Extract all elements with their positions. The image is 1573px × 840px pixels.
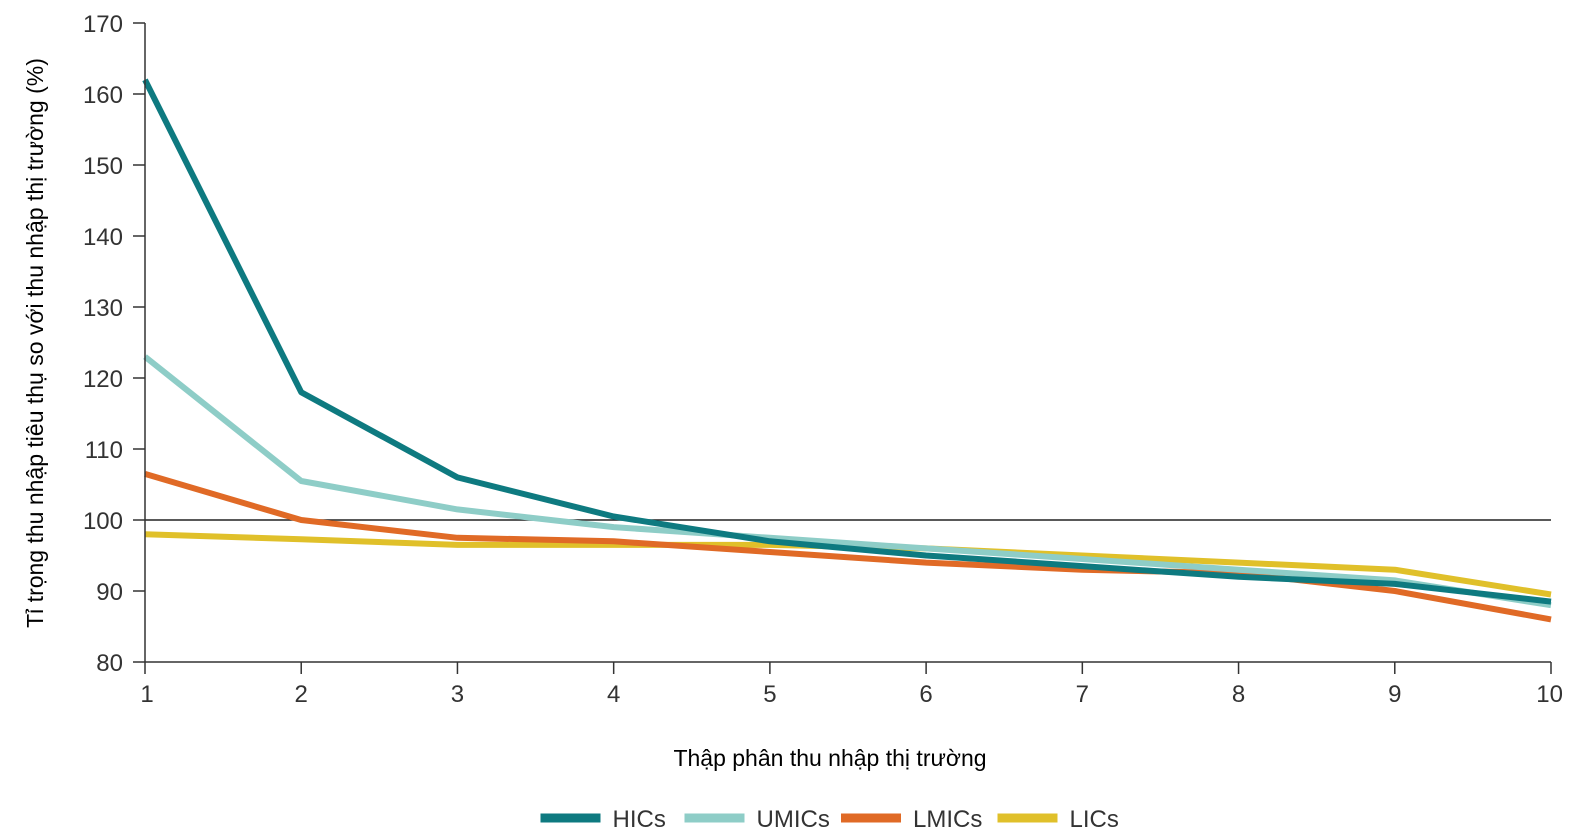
- y-tick-label: 110: [85, 437, 123, 464]
- series-line-hics: [142, 78, 1552, 605]
- legend-label-hics: HICs: [613, 806, 666, 833]
- x-tick-label: 2: [295, 681, 308, 708]
- legend-label-umics: UMICs: [757, 806, 830, 833]
- x-tick-label: 4: [607, 681, 620, 708]
- x-tick-label: 10: [1536, 681, 1563, 708]
- legend-item-hics: HICs: [540, 806, 666, 833]
- legend-item-lics: LICs: [997, 806, 1119, 833]
- y-tick-label: 80: [96, 650, 123, 677]
- y-tick-label: 130: [83, 295, 123, 322]
- axes-layer: 80 90 100 110 120 130 140 150 160 170 1 2 3 4 5 6 7 8 9 10: [83, 11, 1563, 708]
- legend-label-lmics: LMICs: [913, 806, 982, 833]
- y-tick-label: 90: [96, 579, 123, 606]
- y-axis-title: Tỉ trọng thu nhập tiêu thụ so với thu nh…: [22, 58, 48, 628]
- y-tick-label: 170: [83, 11, 123, 38]
- y-tick-label: 150: [83, 153, 123, 180]
- x-tick-label: 8: [1232, 681, 1245, 708]
- x-tick-label: 5: [763, 681, 776, 708]
- x-tick-label: 7: [1076, 681, 1089, 708]
- x-tick-label: 9: [1388, 681, 1401, 708]
- legend: HICs UMICs LMICs LICs: [540, 806, 1119, 833]
- x-axis-title: Thập phân thu nhập thị trường: [673, 745, 986, 771]
- y-tick-label: 100: [83, 508, 123, 535]
- series-layer: [142, 78, 1552, 623]
- y-tick-label: 120: [83, 366, 123, 393]
- y-tick-label: 160: [83, 82, 123, 109]
- legend-item-lmics: LMICs: [841, 806, 982, 833]
- x-tick-label: 3: [451, 681, 464, 708]
- series-line-umics: [143, 354, 1552, 609]
- y-tick-label: 140: [83, 224, 123, 251]
- legend-item-umics: UMICs: [684, 806, 830, 833]
- legend-label-lics: LICs: [1070, 806, 1119, 833]
- x-tick-label: 6: [919, 681, 932, 708]
- x-tick-label: 1: [140, 681, 153, 708]
